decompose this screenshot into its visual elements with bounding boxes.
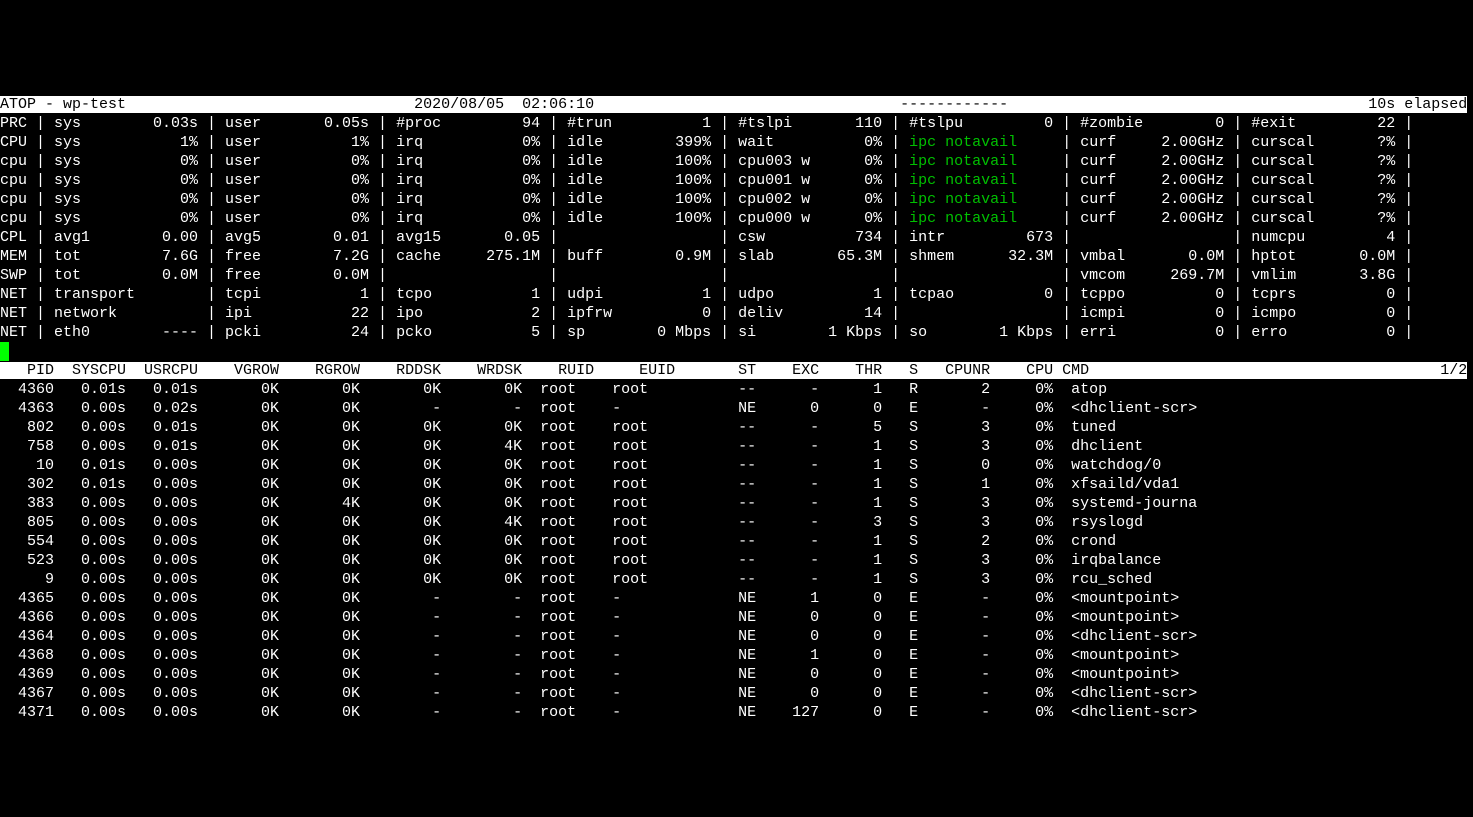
proc-row: 758 0.00s 0.01s 0K 0K 0K 4K root root --… [0,438,1143,455]
stat-row: SWP | tot 0.0M | free 0.0M | | | | | vmc… [0,267,1413,284]
stat-row: NET | transport | tcpi 1 | tcpo 1 | udpi… [0,286,1413,303]
proc-row: 805 0.00s 0.00s 0K 0K 0K 4K root root --… [0,514,1143,531]
terminal: ATOP - wp-test 2020/08/05 02:06:10 -----… [0,95,1473,722]
stat-row: CPU | sys 1% | user 1% | irq 0% | idle 3… [0,134,1413,151]
proc-row: 4364 0.00s 0.00s 0K 0K - - root - NE 0 0… [0,628,1197,645]
proc-row: 4363 0.00s 0.02s 0K 0K - - root - NE 0 0… [0,400,1197,417]
proc-header: PID SYSCPU USRCPU VGROW RGROW RDDSK WRDS… [0,362,1467,379]
proc-row: 4365 0.00s 0.00s 0K 0K - - root - NE 1 0… [0,590,1179,607]
proc-row: 4360 0.01s 0.01s 0K 0K 0K 0K root root -… [0,381,1107,398]
proc-row: 4368 0.00s 0.00s 0K 0K - - root - NE 1 0… [0,647,1179,664]
proc-row: 802 0.00s 0.01s 0K 0K 0K 0K root root --… [0,419,1116,436]
stat-row: PRC | sys 0.03s | user 0.05s | #proc 94 … [0,115,1413,132]
stat-row: cpu | sys 0% | user 0% | irq 0% | idle 1… [0,210,1413,227]
stat-row: NET | network | ipi 22 | ipo 2 | ipfrw 0… [0,305,1413,322]
proc-row: 383 0.00s 0.00s 0K 4K 0K 0K root root --… [0,495,1197,512]
proc-row: 4371 0.00s 0.00s 0K 0K - - root - NE 127… [0,704,1197,721]
proc-row: 302 0.01s 0.00s 0K 0K 0K 0K root root --… [0,476,1179,493]
stat-row: NET | eth0 ---- | pcki 24 | pcko 5 | sp … [0,324,1413,341]
stat-row: cpu | sys 0% | user 0% | irq 0% | idle 1… [0,172,1413,189]
proc-row: 10 0.01s 0.00s 0K 0K 0K 0K root root -- … [0,457,1161,474]
header-bar: ATOP - wp-test 2020/08/05 02:06:10 -----… [0,96,1467,113]
proc-row: 4369 0.00s 0.00s 0K 0K - - root - NE 0 0… [0,666,1179,683]
proc-row: 554 0.00s 0.00s 0K 0K 0K 0K root root --… [0,533,1116,550]
proc-row: 9 0.00s 0.00s 0K 0K 0K 0K root root -- -… [0,571,1152,588]
cursor [0,342,9,361]
stat-row: MEM | tot 7.6G | free 7.2G | cache 275.1… [0,248,1413,265]
proc-row: 4367 0.00s 0.00s 0K 0K - - root - NE 0 0… [0,685,1197,702]
stat-row: cpu | sys 0% | user 0% | irq 0% | idle 1… [0,191,1413,208]
stat-row: CPL | avg1 0.00 | avg5 0.01 | avg15 0.05… [0,229,1413,246]
proc-row: 523 0.00s 0.00s 0K 0K 0K 0K root root --… [0,552,1161,569]
stat-row: cpu | sys 0% | user 0% | irq 0% | idle 1… [0,153,1413,170]
proc-row: 4366 0.00s 0.00s 0K 0K - - root - NE 0 0… [0,609,1179,626]
